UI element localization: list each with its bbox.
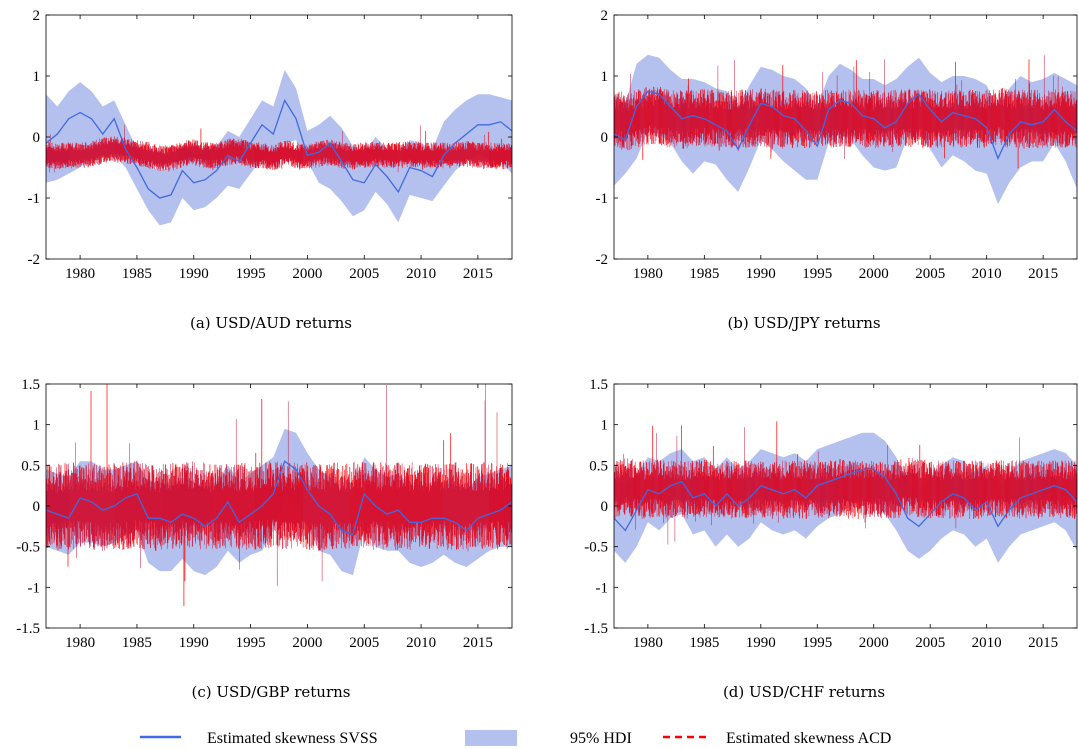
x-tick-label: 1985: [689, 635, 719, 651]
panel-usd-gbp: 1980 1985 1990 1995 2000 2005 2010 2015 -1.5 -1 -0…: [16, 377, 513, 701]
x-tick-label: 1980: [633, 635, 663, 651]
x-tick-label: 1980: [633, 266, 663, 282]
y-tick-label: 2: [33, 8, 41, 24]
legend-acd-label: Estimated skewness ACD: [726, 730, 891, 747]
y-tick-label: 2: [601, 8, 609, 24]
x-tick-label: 2010: [972, 266, 1002, 282]
x-tick-label: 2000: [859, 266, 889, 282]
axes-layer: 1980 1985 1990 1995 2000 2005 2010 2015 -2 -1 0 1 2: [596, 8, 1078, 282]
axes-layer: 1980 1985 1990 1995 2000 2005 2010 2015 -2 -1 0 1 2: [28, 8, 513, 282]
y-tick-label: -1: [596, 580, 609, 596]
y-tick-label: 0.5: [21, 458, 40, 474]
y-tick-label: -1: [28, 191, 41, 207]
acd-series-light: [46, 384, 512, 606]
legend-hdi-label: 95% HDI: [570, 730, 632, 747]
svss-line-layer: [46, 98, 512, 199]
y-tick-label: 0: [601, 499, 609, 515]
y-tick-label: -2: [28, 252, 41, 268]
x-tick-label: 2000: [292, 635, 322, 651]
x-tick-label: 2005: [915, 635, 945, 651]
legend-svss-label: Estimated skewness SVSS: [207, 730, 378, 747]
y-tick-label: 1: [601, 69, 609, 85]
svss-line-layer: [614, 468, 1077, 532]
x-tick-label: 2015: [463, 635, 493, 651]
y-tick-label: 1: [601, 418, 609, 434]
x-tick-label: 1995: [236, 266, 266, 282]
x-tick-label: 1995: [802, 635, 832, 651]
x-tick-label: 1990: [179, 635, 209, 651]
x-tick-label: 2005: [915, 266, 945, 282]
x-tick-label: 1995: [236, 635, 266, 651]
y-tick-label: 1.5: [589, 377, 608, 393]
y-tick-label: -0.5: [584, 540, 608, 556]
x-tick-label: 1985: [122, 266, 152, 282]
y-tick-label: -0.5: [16, 540, 40, 556]
panel-usd-jpy: 1980 1985 1990 1995 2000 2005 2010 2015-2-1012 …: [596, 8, 1078, 332]
caption-usd-gbp: (c) USD/GBP returns: [191, 683, 350, 701]
x-tick-label: 1990: [746, 635, 776, 651]
svss-line-layer: [46, 460, 512, 536]
legend: Estimated skewness SVSS 95% HDI Estimate…: [140, 730, 891, 747]
svss-line: [614, 90, 1077, 161]
x-tick-label: 2015: [1028, 635, 1058, 651]
x-tick-label: 2010: [406, 266, 436, 282]
y-tick-label: 0.5: [589, 458, 608, 474]
axes-layer: 1980 1985 1990 1995 2000 2005 2010 2015 -1.5 -1 -0…: [584, 377, 1078, 651]
acd-series-light: [46, 128, 512, 171]
y-tick-label: 0: [33, 130, 41, 146]
y-tick-label: -2: [596, 252, 609, 268]
y-tick-label: 1: [33, 69, 41, 85]
x-tick-label: 1990: [746, 266, 776, 282]
svss-line: [614, 468, 1077, 532]
y-tick-label: 0: [601, 130, 609, 146]
panel-usd-chf: 1980 1985 1990 1995 2000 2005 2010 2015 -1.5 -1 -0…: [584, 377, 1078, 701]
y-tick-label: 1.5: [21, 377, 40, 393]
legend-hdi-swatch: [465, 730, 517, 746]
y-tick-label: -1.5: [16, 621, 40, 637]
svss-line-layer: [614, 90, 1077, 161]
x-tick-label: 1995: [802, 266, 832, 282]
y-tick-label: 0: [33, 499, 41, 515]
x-tick-label: 1985: [122, 635, 152, 651]
x-tick-label: 2010: [972, 635, 1002, 651]
x-tick-label: 2000: [292, 266, 322, 282]
svss-line: [46, 460, 512, 536]
caption-usd-aud: (a) USD/AUD returns: [190, 314, 352, 332]
x-tick-label: 1980: [65, 266, 95, 282]
x-tick-label: 1980: [65, 635, 95, 651]
x-tick-label: 2015: [463, 266, 493, 282]
axes-layer: 1980 1985 1990 1995 2000 2005 2010 2015 -1.5 -1 -0…: [16, 377, 513, 651]
acd-line-layer: [46, 384, 512, 606]
acd-series-light: [614, 421, 1077, 519]
y-tick-label: -1.5: [584, 621, 608, 637]
svss-line: [46, 98, 512, 199]
x-tick-label: 2000: [859, 635, 889, 651]
x-tick-label: 2015: [1028, 266, 1058, 282]
caption-usd-chf: (d) USD/CHF returns: [723, 683, 885, 701]
x-tick-label: 2005: [349, 266, 379, 282]
y-tick-label: 1: [33, 418, 41, 434]
x-tick-label: 2010: [406, 635, 436, 651]
x-tick-label: 2005: [349, 635, 379, 651]
panel-usd-aud: 1980 1985 1990 1995 2000 2005 2010 2015-2-1012 …: [28, 8, 513, 332]
acd-line-layer: [46, 125, 512, 173]
y-tick-label: -1: [596, 191, 609, 207]
caption-usd-jpy: (b) USD/JPY returns: [727, 314, 880, 332]
y-tick-label: -1: [28, 580, 41, 596]
x-tick-label: 1990: [179, 266, 209, 282]
acd-series-light: [614, 59, 1077, 169]
x-tick-label: 1985: [689, 266, 719, 282]
